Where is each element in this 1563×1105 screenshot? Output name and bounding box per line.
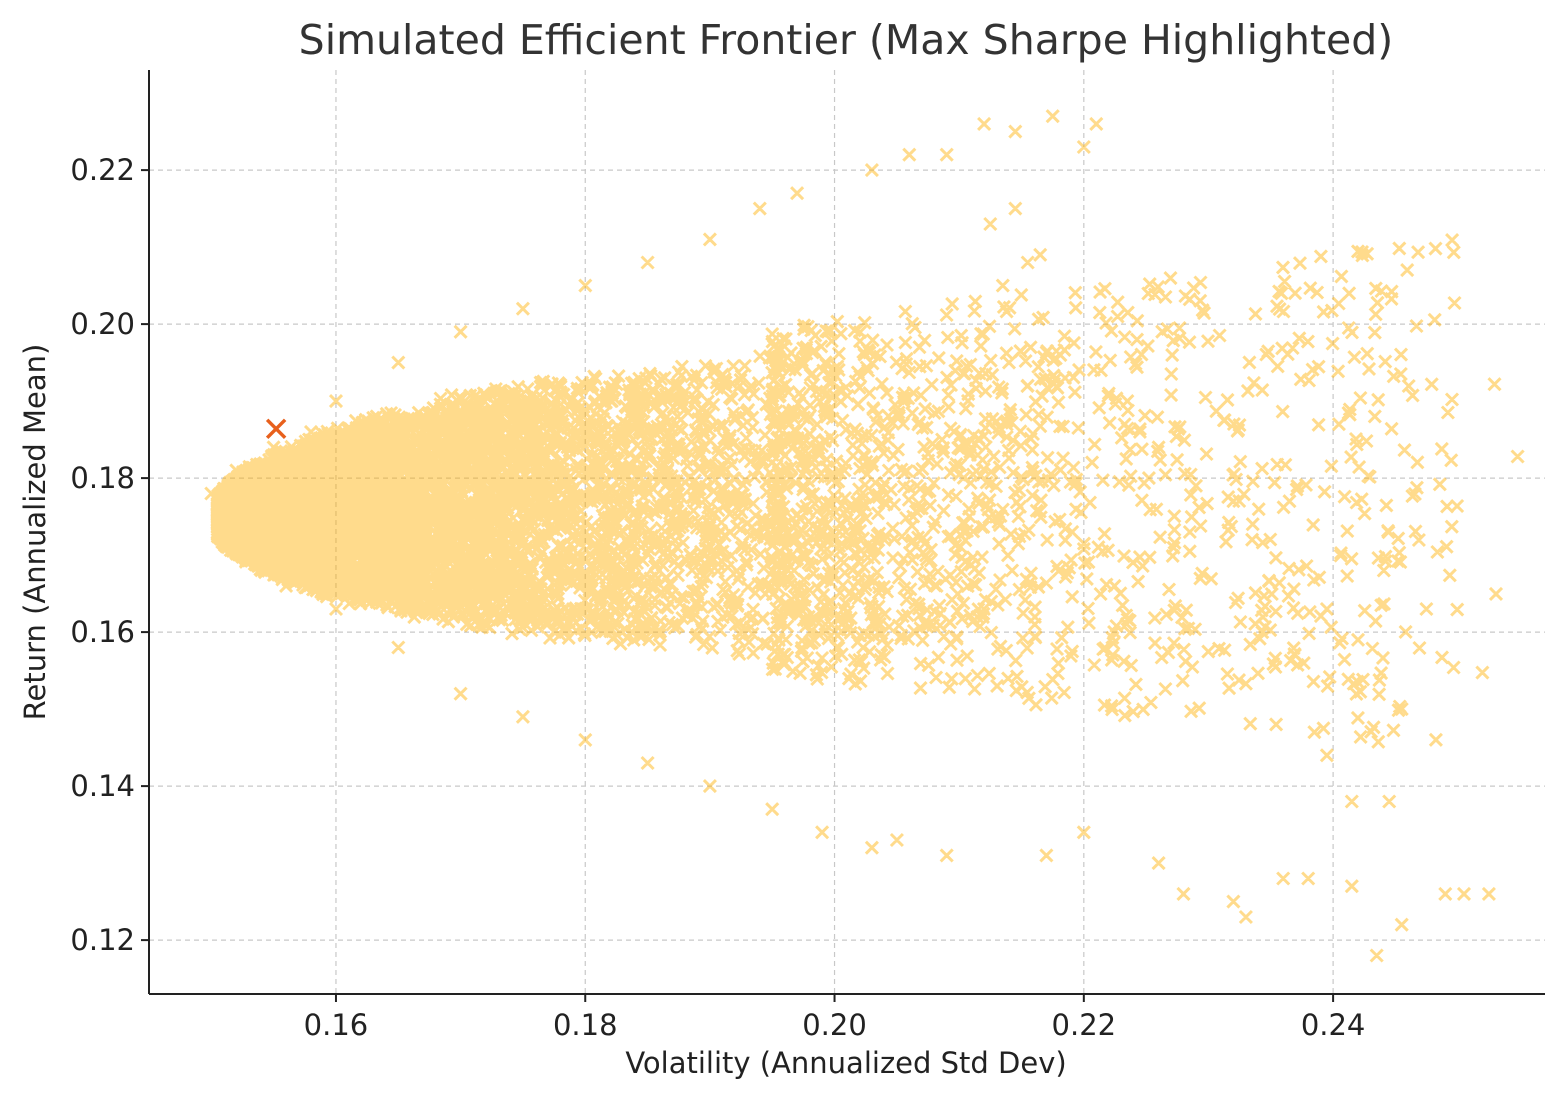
x-tick-label: 0.16	[304, 1008, 369, 1042]
x-tick-label: 0.22	[1052, 1008, 1117, 1042]
chart-title: Simulated Efficient Frontier (Max Sharpe…	[299, 16, 1394, 64]
axes	[148, 70, 1545, 995]
y-tick-label: 0.14	[70, 769, 135, 803]
x-axis-label: Volatility (Annualized Std Dev)	[625, 1046, 1066, 1080]
max-sharpe-marker-layer	[265, 418, 287, 440]
x-tick-label: 0.18	[553, 1008, 618, 1042]
x-tick-label: 0.24	[1301, 1008, 1366, 1042]
tick-marks: 0.16 0.18 0.20 0.22 0.24 0.12 0.14 0.16 0.18 0.20…	[70, 153, 1365, 1042]
y-tick-label: 0.12	[70, 923, 135, 957]
y-tick-label: 0.22	[70, 153, 135, 187]
max-sharpe-marker	[265, 418, 287, 440]
grid-lines	[149, 70, 1545, 994]
x-tick-label: 0.20	[802, 1008, 867, 1042]
y-tick-label: 0.18	[70, 461, 135, 495]
y-axis-label: Return (Annualized Mean)	[18, 344, 52, 721]
y-tick-label: 0.16	[70, 615, 135, 649]
y-tick-label: 0.20	[70, 307, 135, 341]
scatter-points	[204, 109, 1525, 963]
portfolio-point-cloud	[204, 109, 1525, 963]
